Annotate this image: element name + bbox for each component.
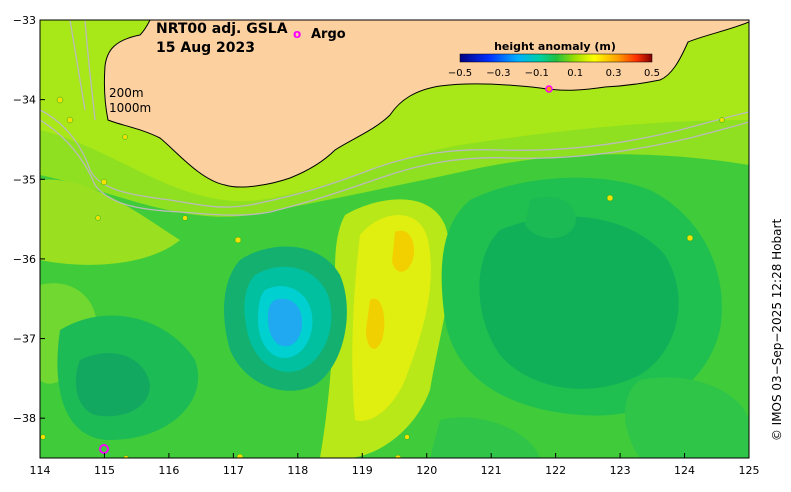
isobath-label-200m: 200m	[109, 86, 144, 100]
sla-east-eddy-north	[525, 196, 576, 239]
x-tick-label: 115	[94, 464, 115, 477]
x-tick-label: 124	[674, 464, 695, 477]
y-tick-label: −34	[13, 94, 36, 107]
y-tick-label: −37	[13, 333, 36, 346]
title-date: 15 Aug 2023	[156, 40, 255, 56]
y-tick-label: −35	[13, 173, 36, 186]
plot-frame	[39, 19, 750, 459]
sla-field	[40, 20, 749, 458]
isobath-label-1000m: 1000m	[109, 101, 151, 115]
x-tick-label: 114	[30, 464, 51, 477]
colorbar-tick-label: −0.1	[525, 68, 549, 79]
sla-east-eddy	[479, 216, 679, 389]
isobath-west-1000m	[84, 20, 96, 121]
x-tick-label: 121	[481, 464, 502, 477]
title-product: NRT00 adj. GSLA	[156, 21, 288, 37]
x-tick-label: 122	[545, 464, 566, 477]
x-tick-label: 117	[223, 464, 244, 477]
sla-west-patch	[40, 179, 180, 265]
sla-warm-core-south	[366, 298, 385, 349]
colorbar-title: height anomaly (m)	[494, 40, 616, 53]
sla-cold-eddy-core	[268, 298, 302, 347]
isobath-west-200m	[69, 20, 86, 111]
colorbar-tick-label: 0.5	[644, 68, 660, 79]
colorbar-tick-label: −0.3	[486, 68, 510, 79]
sla-sw-eddy-core	[75, 353, 150, 417]
sla-s-patch	[430, 417, 540, 458]
y-axis: −33 −34 −35 −36 −37 −38	[13, 14, 45, 425]
sla-warm-core-north	[392, 230, 415, 272]
observation-dots	[40, 96, 725, 458]
x-tick-label: 119	[352, 464, 373, 477]
argo-legend-icon: o	[293, 27, 301, 41]
colorbar-tick-label: 0.3	[606, 68, 622, 79]
isobath-200m	[40, 109, 749, 208]
colorbar-tick-label: −0.5	[448, 68, 472, 79]
sla-warm-tongue	[352, 215, 431, 421]
isobath-1000m	[40, 119, 749, 216]
colorbar: height anomaly (m) −0.5 −0.3 −0.1 0.1 0.3 0.5	[448, 40, 660, 79]
colorbar-tick-label: 0.1	[567, 68, 583, 79]
x-axis: 114 115 116 117 118 119 120 121 122 123 124 125	[30, 453, 760, 477]
argo-legend-label: Argo	[311, 27, 346, 42]
x-tick-label: 125	[739, 464, 760, 477]
x-tick-label: 116	[158, 464, 179, 477]
sla-se-patch	[625, 377, 749, 458]
x-tick-label: 120	[416, 464, 437, 477]
x-tick-label: 118	[287, 464, 308, 477]
x-tick-label: 123	[610, 464, 631, 477]
y-tick-label: −33	[13, 14, 36, 27]
y-tick-label: −36	[13, 253, 36, 266]
y-tick-label: −38	[13, 412, 36, 425]
colorbar-gradient	[459, 53, 653, 63]
argo-float-marker-2	[545, 85, 553, 93]
credit-text: © IMOS 03−Sep−2025 12:28 Hobart	[770, 219, 784, 442]
